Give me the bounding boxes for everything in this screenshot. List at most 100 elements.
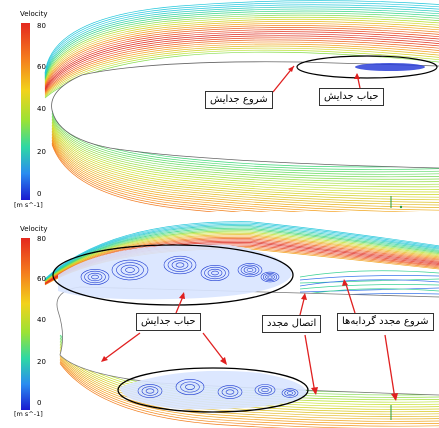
streamline-lower-top <box>51 124 439 193</box>
legend-title-bottom: Velocity <box>20 225 48 233</box>
streamline-upper-top <box>44 18 439 83</box>
legend-tick-40-bottom: 40 <box>37 316 46 324</box>
label-reattachment: اتصال مجدد <box>262 315 322 333</box>
streamline-upper-top <box>44 14 439 81</box>
streamline-upper-top <box>44 45 439 96</box>
vortex-swirl-upper <box>116 262 144 278</box>
streamline-upper-top <box>44 43 439 95</box>
streamline-lower-top <box>51 127 439 198</box>
streamline-upper-bottom <box>44 225 439 280</box>
vortex-swirl-lower <box>225 389 235 395</box>
vortex-swirl-lower <box>284 389 296 397</box>
vortex-swirl-upper <box>260 271 280 283</box>
streamline-lower-bottom <box>59 363 287 428</box>
separation-bubble-core-top <box>355 63 425 71</box>
velocity-legend-bar-bottom <box>21 238 30 410</box>
streamline-lower-top <box>51 114 439 175</box>
streamline-upper-top <box>44 27 439 87</box>
streamline-lower-top <box>51 115 439 178</box>
streamline-lower-top <box>51 138 351 212</box>
vortex-swirl-lower <box>287 391 293 395</box>
legend-tick-40-top: 40 <box>37 105 46 113</box>
vortex-swirl-upper <box>167 258 193 272</box>
vortex-swirl-upper <box>240 264 260 276</box>
streamline-upper-bottom <box>44 235 439 283</box>
wake-streamline-bottom <box>299 284 439 290</box>
arrowhead-vortex-restart-down <box>391 393 398 401</box>
vortex-swirl-lower <box>217 385 243 399</box>
legend-unit-bottom: [m s^-1] <box>14 410 43 418</box>
vortex-swirl-lower <box>281 388 299 398</box>
streamline-upper-bottom <box>44 226 439 281</box>
vortex-swirl-lower <box>175 379 205 395</box>
vortex-swirl-upper <box>200 265 230 281</box>
legend-tick-60-bottom: 60 <box>37 275 46 283</box>
vortex-swirl-lower <box>221 387 239 397</box>
arrowhead-reattachment-down <box>311 387 318 395</box>
streamline-lower-top <box>51 118 439 183</box>
legend-title-top: Velocity <box>20 10 48 18</box>
vortex-swirl-lower <box>145 388 155 394</box>
vortex-swirl-upper <box>207 268 223 278</box>
legend-tick-80-top: 80 <box>37 22 46 30</box>
vortex-swirl-upper <box>120 264 140 276</box>
streamline-upper-top <box>44 12 439 80</box>
streamline-upper-top <box>44 29 439 88</box>
streamline-lower-top <box>51 123 439 190</box>
bottom-panel: Velocity 80 60 40 20 0 [m s^-1] حباب جدا… <box>0 215 439 428</box>
streamline-lower-bottom <box>59 358 439 425</box>
arrow-reattachment-down <box>304 334 316 394</box>
streamline-upper-top <box>44 37 439 92</box>
vortex-swirl-upper <box>84 270 106 284</box>
arrow-vortex-restart-down <box>384 334 396 400</box>
vortex-swirl-lower <box>185 384 195 390</box>
vortex-swirl-upper <box>265 274 275 280</box>
vortex-swirl-upper <box>243 266 257 274</box>
arrow-bubble-lower-right <box>202 332 227 364</box>
velocity-legend-bar-top <box>21 23 30 200</box>
streamline-upper-top <box>44 0 439 74</box>
wake-streamline-bottom <box>299 270 439 278</box>
arrow-bubble-lower-left <box>101 332 141 362</box>
streamline-upper-bottom <box>44 236 439 283</box>
vortex-swirl-lower <box>254 384 276 396</box>
streamline-upper-top <box>44 39 439 93</box>
vortex-swirl-upper <box>111 259 149 281</box>
vortex-swirl-upper <box>267 275 273 279</box>
streamline-lower-bottom <box>59 360 439 427</box>
streamline-lower-bottom <box>59 355 439 420</box>
wake-streamline-bottom <box>299 278 439 284</box>
vortex-swirl-upper <box>125 267 135 273</box>
legend-tick-80-bottom: 80 <box>37 235 46 243</box>
streamline-upper-top <box>44 25 439 86</box>
streamline-lower-top <box>51 144 218 212</box>
streamline-lower-top <box>51 142 243 212</box>
streamline-lower-top <box>51 117 439 180</box>
streamline-lower-top <box>51 130 439 203</box>
streamline-upper-bottom <box>44 222 439 280</box>
streamline-lower-top <box>51 135 439 211</box>
vortex-swirl-upper <box>211 270 219 276</box>
streamline-lower-top <box>51 121 439 188</box>
streamline-upper-top <box>44 6 439 77</box>
vortex-swirl-lower <box>261 387 269 393</box>
streamline-upper-bottom <box>44 230 439 282</box>
streamline-upper-top <box>44 20 439 84</box>
legend-tick-60-top: 60 <box>37 63 46 71</box>
vortex-swirl-lower <box>258 386 272 394</box>
streamline-upper-top <box>44 2 439 75</box>
vortex-swirl-upper <box>91 274 99 280</box>
streamline-lower-top <box>51 139 306 212</box>
separation-bubble-ellipse-top <box>296 55 438 79</box>
label-separation-start: شروع جدایش <box>205 91 273 109</box>
arrowhead-separation-bubble-top <box>354 73 360 79</box>
vortex-swirl-upper <box>87 272 103 282</box>
legend-tick-0-bottom: 0 <box>37 399 42 407</box>
streamline-upper-top <box>44 41 439 94</box>
streamline-upper-bottom <box>44 221 439 279</box>
vortex-swirl-upper <box>80 269 110 285</box>
vortex-swirl-lower <box>141 386 159 396</box>
streamline-upper-top <box>44 4 439 76</box>
streamline-upper-top <box>44 16 439 82</box>
streamline-upper-top <box>44 10 439 79</box>
